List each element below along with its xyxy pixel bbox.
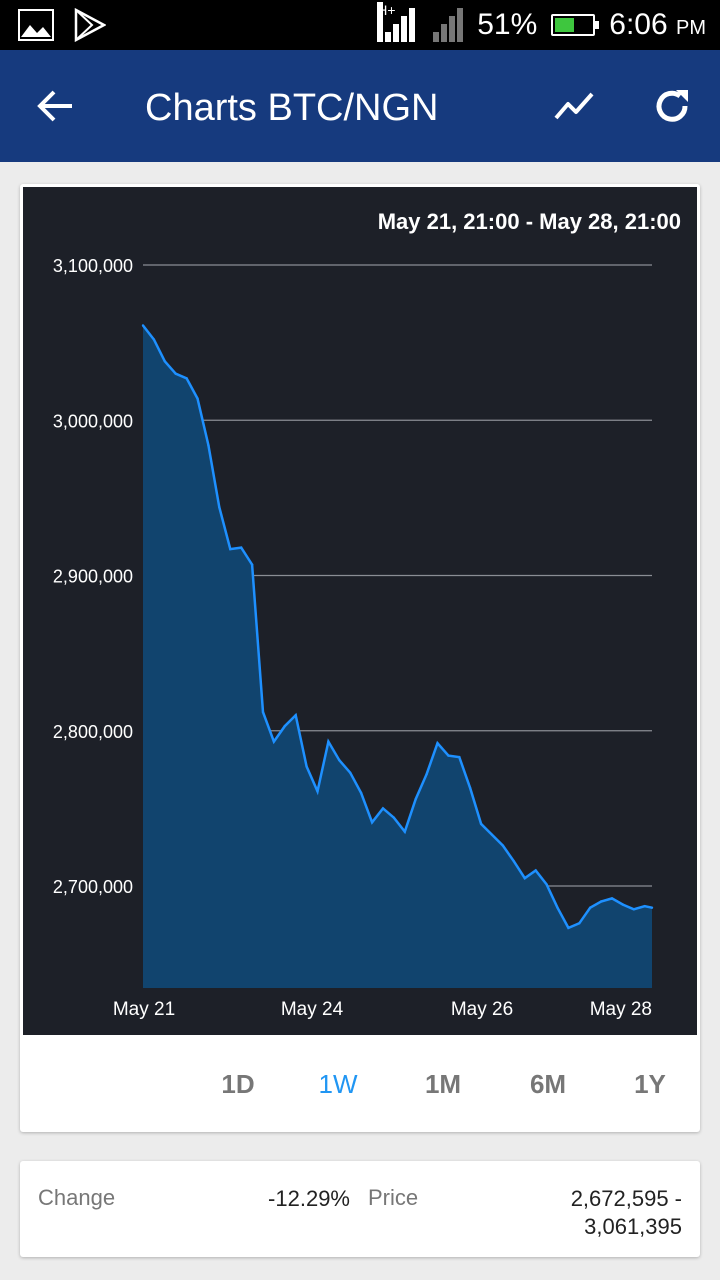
clock-ampm: PM — [676, 17, 706, 39]
price-chart-svg: 3,100,000 3,000,000 2,900,000 2,800,000 2,70… — [53, 256, 654, 1020]
data-point — [458, 755, 461, 759]
period-6m-button[interactable]: 6M — [529, 1069, 567, 1099]
y-tick-label: 3,000,000 — [53, 411, 133, 431]
data-point — [240, 546, 243, 549]
data-point — [523, 877, 526, 880]
data-point — [141, 324, 145, 327]
data-point — [272, 740, 276, 743]
data-point — [436, 742, 439, 745]
data-point — [403, 830, 406, 833]
y-tick-label: 2,900,000 — [53, 567, 133, 587]
y-tick-label: 3,100,000 — [53, 256, 133, 276]
app-bar: Charts BTC/NGN — [0, 50, 720, 162]
data-point — [650, 906, 654, 909]
back-arrow-icon[interactable] — [36, 86, 76, 126]
price-value: 2,672,595 - 3,061,395 — [571, 1185, 682, 1241]
data-point — [359, 791, 363, 795]
x-tick-label: May 28 — [590, 999, 652, 1020]
x-tick-label: May 24 — [281, 999, 344, 1020]
clock: 6:06 PM — [609, 8, 706, 42]
price-chart[interactable]: 3,100,000 3,000,000 2,900,000 2,800,000 2,70… — [23, 187, 697, 1035]
data-point — [261, 710, 265, 714]
change-value: -12.29% — [268, 1186, 350, 1211]
price-series-line — [142, 324, 653, 930]
data-point — [305, 765, 308, 768]
period-1d-button[interactable]: 1D — [221, 1069, 255, 1099]
data-point — [174, 372, 177, 375]
data-point — [250, 563, 254, 566]
data-point — [578, 922, 581, 925]
status-bar: H+ 51% 6:06 PM — [0, 0, 720, 50]
data-point — [545, 883, 548, 886]
data-point — [327, 740, 330, 743]
data-point — [599, 900, 603, 903]
data-point — [294, 714, 297, 717]
signal-icon: H+ — [377, 2, 416, 42]
x-tick-label: May 26 — [451, 999, 513, 1020]
period-1w-button[interactable]: 1W — [318, 1069, 358, 1099]
date-range-label: May 21, 21:00 - May 28, 21:00 — [377, 209, 681, 234]
data-point — [152, 338, 156, 341]
trend-line-icon[interactable] — [554, 88, 598, 124]
data-point — [610, 897, 614, 900]
page-title: Charts BTC/NGN — [145, 87, 439, 129]
x-tick-label: May 21 — [113, 999, 175, 1020]
clock-time: 6:06 — [609, 8, 668, 41]
data-point — [490, 833, 494, 836]
data-point — [229, 547, 232, 551]
y-tick-label: 2,800,000 — [53, 722, 133, 742]
data-point — [643, 905, 646, 908]
y-tick-label: 2,700,000 — [53, 877, 133, 897]
battery-icon — [551, 14, 600, 36]
data-point — [207, 443, 210, 447]
data-point — [469, 787, 472, 790]
data-point — [316, 790, 319, 793]
data-point — [425, 773, 428, 776]
data-point — [196, 397, 199, 400]
data-point — [567, 926, 570, 930]
data-point — [381, 807, 385, 810]
refresh-icon[interactable] — [652, 86, 692, 126]
data-point — [632, 908, 635, 911]
data-point — [370, 821, 374, 824]
battery-percent: 51% — [477, 8, 538, 41]
data-point — [163, 360, 166, 363]
data-point — [447, 754, 450, 757]
gallery-icon — [18, 9, 54, 41]
data-point — [218, 506, 221, 509]
data-point — [512, 860, 515, 863]
price-range-low: 2,672,595 - — [570, 1186, 682, 1211]
period-1y-button[interactable]: 1Y — [634, 1069, 666, 1099]
data-point — [392, 816, 396, 819]
data-point — [283, 724, 286, 728]
change-label: Change — [38, 1185, 116, 1210]
price-range-high: 3,061,395 — [584, 1214, 682, 1239]
data-point — [501, 844, 505, 847]
period-1m-button[interactable]: 1M — [424, 1069, 462, 1099]
data-point — [338, 759, 341, 762]
period-selector: 1D 1W 1M 6M 1Y — [20, 1035, 700, 1132]
network-type: H+ — [377, 2, 396, 42]
chart-card: 3,100,000 3,000,000 2,900,000 2,800,000 2,70… — [20, 184, 700, 1132]
data-point — [349, 771, 352, 774]
play-store-icon — [74, 8, 106, 42]
data-point — [479, 822, 483, 826]
data-point — [589, 906, 592, 909]
data-point — [534, 869, 537, 872]
signal-icon-secondary — [429, 8, 464, 42]
data-point — [185, 377, 188, 380]
data-point — [414, 797, 417, 801]
data-point — [556, 906, 559, 909]
price-label: Price — [368, 1185, 419, 1210]
info-card: Change -12.29% Price 2,672,595 - 3,061,3… — [20, 1161, 700, 1257]
data-point — [621, 903, 625, 906]
price-area-fill — [143, 325, 652, 988]
